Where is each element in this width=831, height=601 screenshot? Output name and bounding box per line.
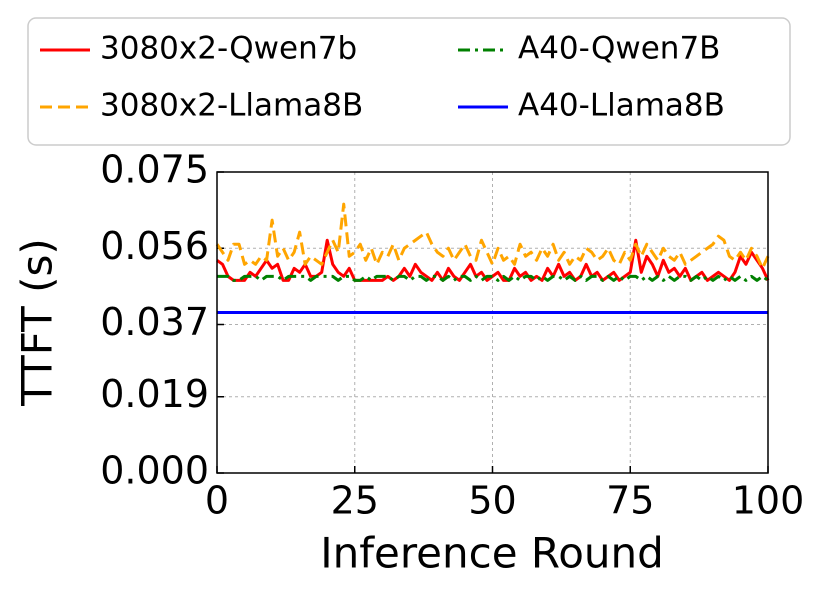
x-axis-label: Inference Round [320, 529, 664, 578]
y-axis-label: TTFT (s) [13, 238, 62, 407]
plot-frame [216, 171, 769, 474]
x-tick-label: 50 [468, 479, 516, 523]
x-tick-label: 75 [606, 479, 654, 523]
x-tick-label: 100 [732, 479, 805, 523]
legend-label: A40-Llama8B [518, 88, 725, 124]
x-tick-label: 0 [205, 479, 229, 523]
legend-label: 3080x2-Llama8B [100, 88, 363, 124]
legend-label: 3080x2-Qwen7b [100, 31, 357, 67]
y-tick-label: 0.037 [100, 300, 209, 344]
y-tick-label: 0.056 [100, 224, 209, 268]
y-tick-label: 0.000 [100, 449, 209, 493]
legend-box [27, 17, 791, 146]
x-tick-label: 25 [331, 479, 379, 523]
series-line [216, 238, 770, 282]
series-line [215, 202, 770, 270]
y-tick-label: 0.075 [100, 148, 209, 192]
legend-label: A40-Qwen7B [518, 31, 720, 67]
y-tick-label: 0.019 [100, 372, 209, 416]
series-line [217, 274, 769, 282]
